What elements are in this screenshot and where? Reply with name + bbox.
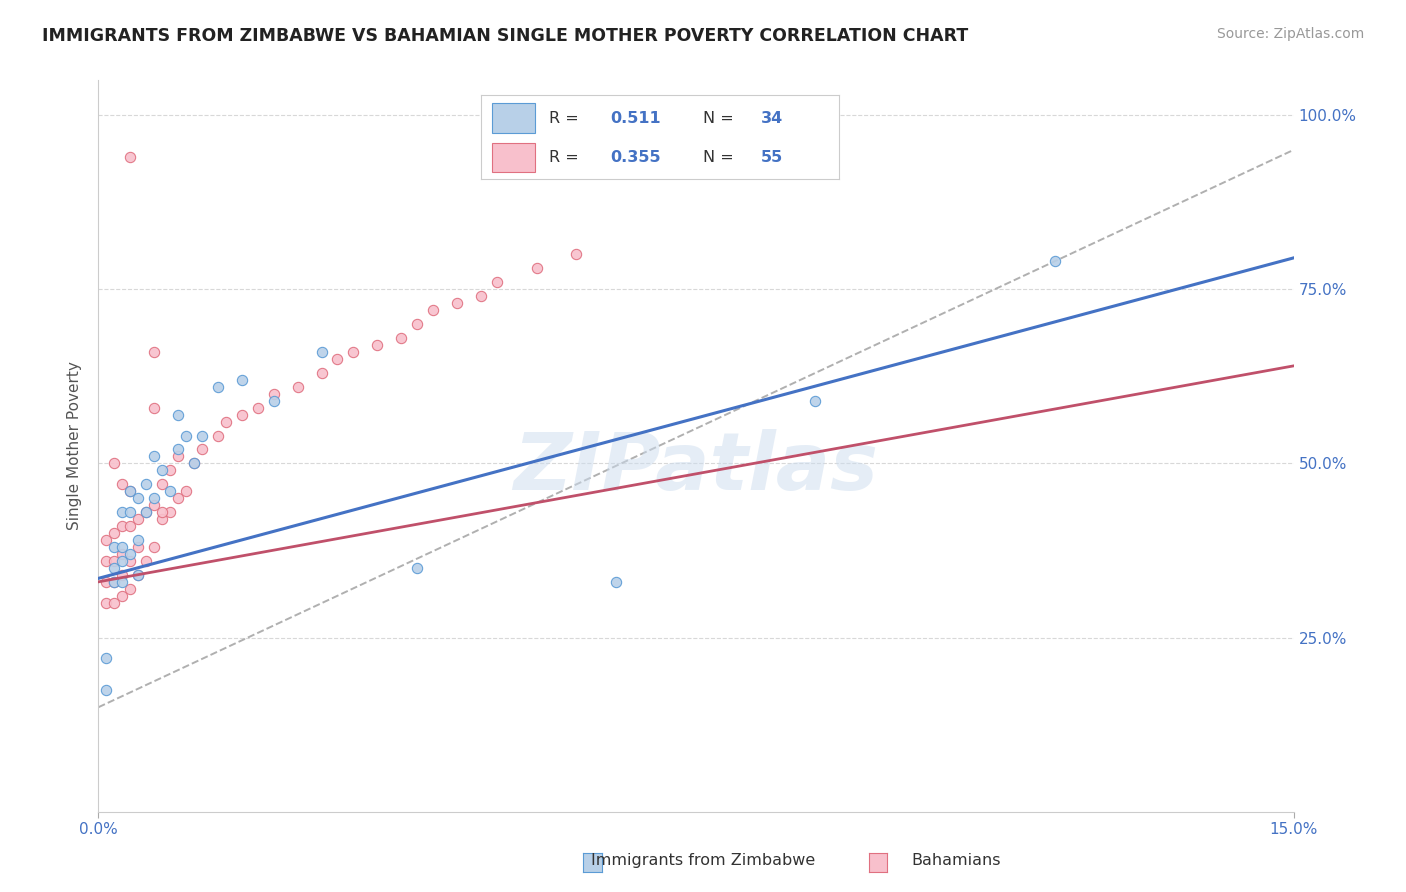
Point [191, 442, 214, 457]
Y-axis label: Single Mother Poverty: Single Mother Poverty [67, 361, 83, 531]
Point [150, 463, 173, 477]
Point [470, 289, 492, 303]
Point [231, 408, 253, 422]
Point [311, 366, 333, 380]
Point [135, 505, 157, 519]
Point [120, 150, 142, 164]
Point [526, 261, 548, 276]
Point [111, 574, 134, 589]
Point [287, 380, 309, 394]
Point [406, 317, 429, 331]
Point [103, 574, 125, 589]
Point [120, 519, 142, 533]
Point [263, 386, 285, 401]
Point [127, 540, 149, 554]
Text: Immigrants from Zimbabwe: Immigrants from Zimbabwe [591, 854, 815, 868]
Point [231, 373, 253, 387]
Point [111, 547, 134, 561]
Point [96, 554, 118, 568]
Point [422, 303, 444, 318]
Point [111, 589, 134, 603]
Point [311, 345, 333, 359]
Point [135, 505, 157, 519]
Point [446, 296, 468, 310]
Point [111, 554, 134, 568]
Point [103, 526, 125, 541]
Point [174, 484, 197, 499]
Point [135, 554, 157, 568]
Point [103, 596, 125, 610]
Point [143, 540, 166, 554]
Point [120, 484, 142, 499]
Point [111, 477, 134, 491]
Point [143, 498, 166, 512]
Point [120, 505, 142, 519]
Point [111, 505, 134, 519]
Point [143, 491, 166, 506]
Point [120, 582, 142, 596]
Point [103, 540, 125, 554]
Point [342, 345, 364, 359]
Point [326, 351, 349, 366]
Point [366, 338, 388, 352]
Point [605, 574, 627, 589]
Point [150, 477, 173, 491]
Point [103, 561, 125, 575]
Point [96, 533, 118, 547]
Point [103, 554, 125, 568]
Point [143, 345, 166, 359]
Point [150, 505, 173, 519]
Point [143, 401, 166, 415]
Point [96, 682, 118, 697]
Point [167, 450, 190, 464]
Point [120, 484, 142, 499]
Point [207, 428, 229, 442]
Point [127, 533, 149, 547]
Point [246, 401, 269, 415]
Point [191, 428, 214, 442]
Point [127, 512, 149, 526]
Point [103, 574, 125, 589]
Point [143, 450, 166, 464]
Point [135, 477, 157, 491]
Point [167, 408, 190, 422]
Point [127, 567, 149, 582]
Point [159, 463, 181, 477]
Point [565, 247, 588, 261]
Point [174, 428, 197, 442]
Point [96, 596, 118, 610]
Point [96, 574, 118, 589]
Text: Bahamians: Bahamians [911, 854, 1001, 868]
Point [111, 519, 134, 533]
Point [389, 331, 412, 345]
Point [167, 491, 190, 506]
Point [120, 547, 142, 561]
Point [111, 567, 134, 582]
Point [1043, 254, 1066, 268]
Point [215, 415, 238, 429]
Point [207, 380, 229, 394]
Point [406, 561, 429, 575]
Point [159, 505, 181, 519]
Point [263, 393, 285, 408]
Point [485, 275, 508, 289]
Point [111, 540, 134, 554]
Point [167, 442, 190, 457]
Point [127, 491, 149, 506]
Point [120, 554, 142, 568]
Point [96, 651, 118, 665]
Text: Source: ZipAtlas.com: Source: ZipAtlas.com [1216, 27, 1364, 41]
Point [804, 393, 827, 408]
Point [150, 512, 173, 526]
Text: ZIPatlas: ZIPatlas [513, 429, 879, 507]
Point [103, 457, 125, 471]
Text: IMMIGRANTS FROM ZIMBABWE VS BAHAMIAN SINGLE MOTHER POVERTY CORRELATION CHART: IMMIGRANTS FROM ZIMBABWE VS BAHAMIAN SIN… [42, 27, 969, 45]
Point [127, 567, 149, 582]
Point [183, 457, 205, 471]
Point [159, 484, 181, 499]
Point [183, 457, 205, 471]
